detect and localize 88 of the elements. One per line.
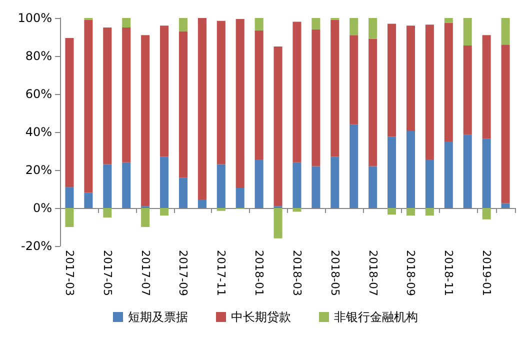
bar xyxy=(65,38,74,188)
bar xyxy=(330,156,340,208)
bar xyxy=(368,38,378,166)
bar xyxy=(178,178,188,208)
legend-label: 非银行金融机构 xyxy=(334,310,418,324)
bar xyxy=(160,156,169,208)
x-tick-label: 2018-03 xyxy=(290,250,304,296)
bar xyxy=(254,160,264,208)
y-tick-label: 100% xyxy=(18,11,52,25)
bar xyxy=(178,18,188,32)
bar xyxy=(368,18,378,39)
bar xyxy=(425,160,434,208)
bar xyxy=(406,26,415,132)
y-tick-label: 60% xyxy=(25,87,52,101)
x-tick-label: 2018-11 xyxy=(442,250,456,296)
bar xyxy=(463,134,472,208)
bar xyxy=(178,31,188,178)
x-tick-label: 2018-01 xyxy=(252,250,266,296)
bar xyxy=(274,46,282,206)
bar xyxy=(388,208,396,215)
bar xyxy=(160,208,169,216)
bar xyxy=(312,18,320,30)
bar xyxy=(388,24,396,137)
y-tick-label: 80% xyxy=(25,49,52,63)
bar xyxy=(350,35,358,124)
x-tick-label: 2019-01 xyxy=(480,250,494,296)
bar xyxy=(141,208,150,227)
y-tick-label: 0% xyxy=(32,201,52,215)
bar xyxy=(122,162,131,208)
bar xyxy=(103,164,112,208)
bar xyxy=(103,28,112,164)
y-tick-label: 20% xyxy=(25,163,52,177)
bar xyxy=(198,18,206,200)
bar xyxy=(103,208,112,218)
y-tick-label: 40% xyxy=(25,125,52,139)
bar xyxy=(350,124,358,208)
bar xyxy=(501,44,510,204)
bar xyxy=(388,136,396,208)
bar xyxy=(292,22,302,162)
y-tick-label: -20% xyxy=(20,239,52,253)
bar xyxy=(482,208,491,220)
bar xyxy=(463,46,472,135)
bar xyxy=(292,208,302,212)
bar xyxy=(501,203,510,208)
bar xyxy=(482,138,491,208)
bar xyxy=(141,35,150,206)
bar xyxy=(350,18,358,36)
bar xyxy=(236,188,244,208)
legend-label: 短期及票据 xyxy=(128,310,188,324)
bar xyxy=(312,29,320,166)
legend-label: 中长期贷款 xyxy=(231,310,291,324)
bar xyxy=(444,22,453,142)
bar xyxy=(160,26,169,157)
bar xyxy=(501,18,510,45)
bar xyxy=(406,208,415,216)
bar xyxy=(122,18,131,28)
bar xyxy=(312,166,320,208)
bar xyxy=(292,162,302,208)
bar xyxy=(216,164,226,208)
bar xyxy=(65,187,74,208)
bar xyxy=(425,24,434,160)
bar xyxy=(274,208,282,238)
x-tick-label: 2017-05 xyxy=(100,250,114,296)
bar xyxy=(236,18,244,188)
bar xyxy=(463,18,472,46)
bar xyxy=(65,208,74,227)
bar xyxy=(198,199,206,208)
bar xyxy=(254,18,264,30)
x-tick-label: 2018-09 xyxy=(404,250,418,296)
bar xyxy=(216,208,226,211)
x-tick-label: 2017-07 xyxy=(138,250,152,296)
bar xyxy=(330,20,340,157)
bar xyxy=(444,18,453,23)
x-tick-label: 2017-09 xyxy=(176,250,190,296)
bar xyxy=(444,142,453,208)
x-tick-label: 2017-03 xyxy=(62,250,76,296)
bar xyxy=(216,20,226,164)
bar xyxy=(122,28,131,162)
bar xyxy=(406,131,415,208)
bar xyxy=(84,20,93,193)
bar xyxy=(254,30,264,160)
x-tick-label: 2017-11 xyxy=(214,250,228,296)
x-tick-label: 2018-05 xyxy=(328,250,342,296)
x-tick-label: 2018-07 xyxy=(366,250,380,296)
bar xyxy=(425,208,434,216)
bar xyxy=(482,35,491,139)
bar xyxy=(84,192,93,208)
bar xyxy=(368,166,378,208)
